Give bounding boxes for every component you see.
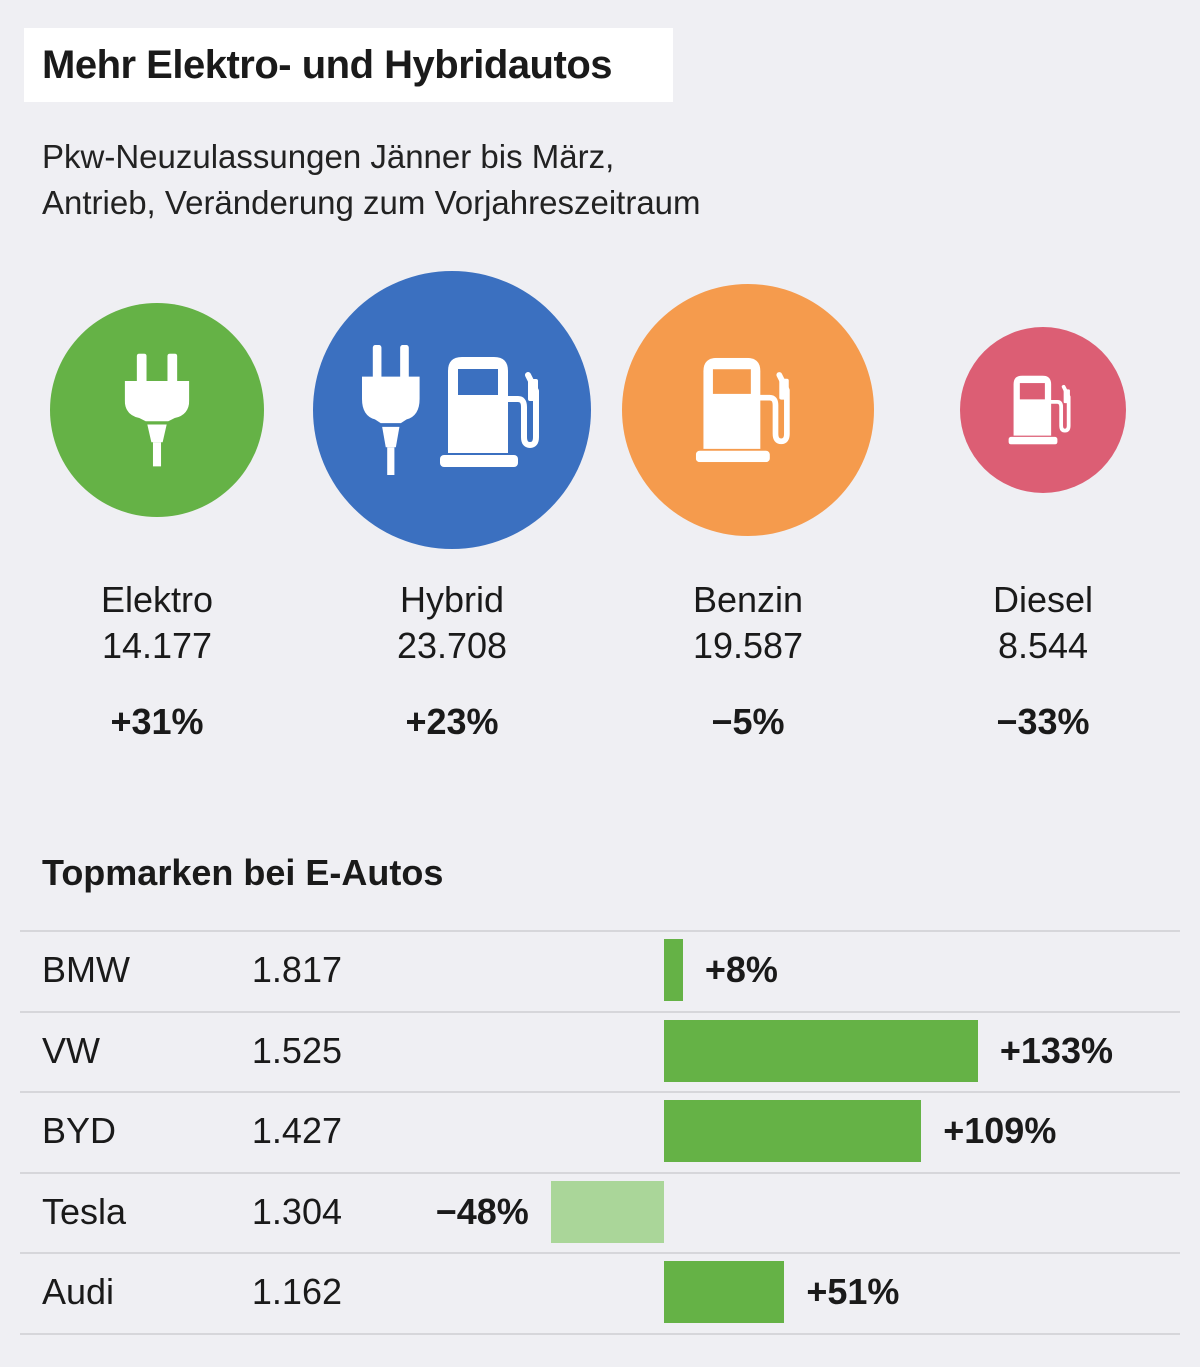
brand-name: BMW [42, 949, 130, 991]
category-value: 8.544 [997, 625, 1089, 666]
row-divider [20, 1332, 1180, 1335]
brand-count: 1.427 [251, 1110, 342, 1152]
bar-bmw [664, 939, 683, 1002]
bar-vw [664, 1019, 978, 1082]
chart-subtitle-line-2: Antrieb, Veränderung zum Vorjahreszeitra… [42, 184, 701, 221]
brand-count: 1.162 [251, 1271, 342, 1313]
category-change: +31% [110, 701, 204, 742]
fuel-pump-icon [695, 357, 790, 463]
category-hybrid: Hybrid 23.708 +23% [332, 577, 572, 745]
bar-label-bmw: +8% [704, 949, 778, 991]
category-change: +23% [405, 701, 499, 742]
row-divider [20, 1171, 1180, 1174]
brand-table: BMW 1.817 +8% VW 1.525 +133% BYD 1.427 +109% Tesl… [0, 930, 1200, 1340]
brand-name: VW [42, 1029, 100, 1071]
category-diesel: Diesel 8.544 −33% [923, 577, 1163, 745]
brand-count: 1.304 [251, 1190, 342, 1232]
category-name: Diesel [992, 579, 1094, 620]
benzin-circle [621, 283, 875, 537]
hybrid-circle [313, 271, 591, 549]
plug-and-fuel-pump-icon [362, 345, 539, 475]
chart-subtitle-line-1: Pkw-Neuzulassungen Jänner bis März, [42, 138, 615, 175]
row-divider [20, 1091, 1180, 1093]
bar-label-audi: +51% [806, 1271, 900, 1313]
category-change: −33% [996, 701, 1090, 742]
category-name: Hybrid [399, 579, 505, 620]
diesel-circle [959, 326, 1127, 494]
row-divider [20, 1010, 1180, 1013]
bar-label-tesla: −48% [435, 1190, 529, 1232]
category-benzin: Benzin 19.587 −5% [628, 577, 868, 745]
elektro-circle [49, 302, 265, 518]
bar-label-vw: +133% [999, 1029, 1113, 1071]
chart-title: Mehr Elektro- und Hybridautos [42, 43, 613, 87]
category-value: 14.177 [101, 625, 213, 666]
brand-name: BYD [42, 1110, 117, 1152]
category-name: Elektro [100, 579, 214, 620]
category-value: 19.587 [692, 625, 804, 666]
category-elektro: Elektro 14.177 +31% [37, 577, 277, 745]
bar-tesla [550, 1180, 664, 1243]
brand-count: 1.817 [251, 949, 342, 991]
category-name: Benzin [692, 579, 804, 620]
category-change: −5% [711, 701, 785, 742]
title-box: Mehr Elektro- und Hybridautos [24, 28, 673, 102]
plug-icon [124, 353, 190, 467]
section-title: Topmarken bei E-Autos [42, 852, 444, 893]
row-divider [20, 930, 1180, 932]
brand-name: Tesla [42, 1190, 127, 1232]
bar-byd [664, 1100, 922, 1163]
brand-name: Audi [42, 1271, 115, 1313]
row-divider [20, 1252, 1180, 1254]
fuel-pump-icon [1008, 375, 1071, 445]
bar-audi [664, 1261, 785, 1324]
bar-label-byd: +109% [943, 1110, 1057, 1152]
brand-count: 1.525 [251, 1029, 342, 1071]
category-value: 23.708 [396, 625, 508, 666]
